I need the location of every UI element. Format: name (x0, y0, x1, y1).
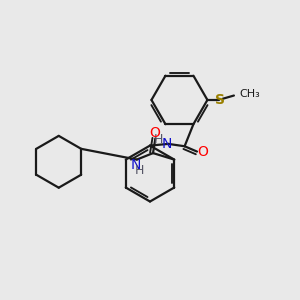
Text: O: O (197, 145, 208, 159)
Text: H: H (135, 164, 145, 177)
Text: S: S (215, 93, 225, 107)
Text: H: H (153, 133, 163, 146)
Text: N: N (162, 137, 172, 151)
Text: N: N (130, 158, 140, 172)
Text: O: O (149, 126, 160, 140)
Text: CH₃: CH₃ (239, 89, 260, 99)
